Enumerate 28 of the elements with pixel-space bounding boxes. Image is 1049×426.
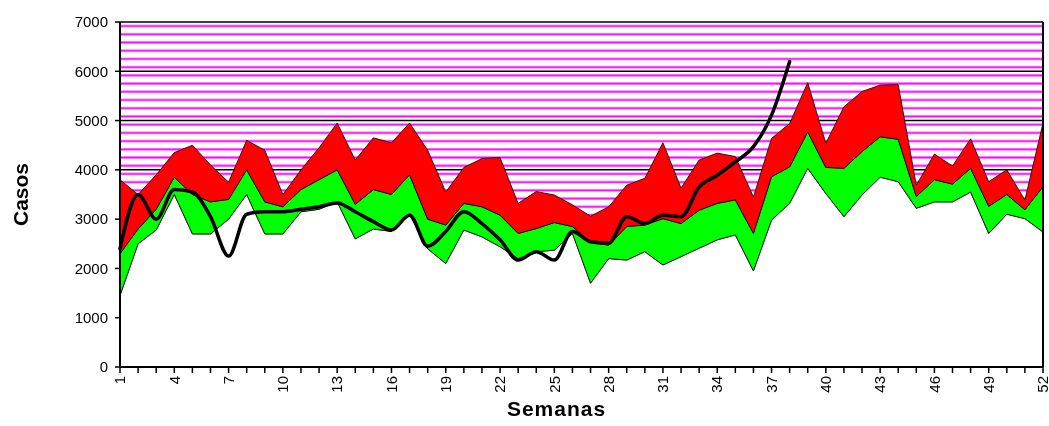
x-tick-label: 16 (382, 376, 400, 393)
x-tick-label: 34 (708, 376, 726, 393)
x-tick-label: 31 (654, 376, 672, 393)
x-tick-label: 25 (545, 376, 563, 393)
y-axis-title: Casos (9, 162, 32, 227)
x-tick-label: 52 (1034, 376, 1049, 393)
x-tick-label: 49 (979, 376, 997, 393)
y-tick-label: 4000 (74, 161, 108, 179)
y-tick-label: 7000 (74, 13, 108, 31)
x-tick-label: 7 (219, 376, 237, 385)
x-tick-label: 1 (111, 376, 129, 385)
x-tick-label: 4 (165, 376, 183, 385)
x-tick-label: 40 (817, 376, 835, 393)
x-tick-label: 19 (437, 376, 455, 393)
y-tick-label: 5000 (74, 111, 108, 129)
x-tick-label: 43 (871, 376, 889, 393)
y-tick-label: 1000 (74, 308, 108, 326)
x-tick-label: 28 (599, 376, 617, 393)
y-tick-label: 3000 (74, 210, 108, 228)
x-tick-label: 10 (274, 376, 292, 393)
x-tick-label: 46 (925, 376, 943, 393)
x-tick-label: 13 (328, 376, 346, 393)
y-tick-label: 0 (99, 358, 108, 376)
x-tick-label: 22 (491, 376, 509, 393)
x-axis-title: Semanas (506, 397, 607, 420)
y-tick-label: 6000 (74, 62, 108, 80)
y-tick-label: 2000 (74, 259, 108, 277)
x-tick-label: 37 (762, 376, 780, 393)
